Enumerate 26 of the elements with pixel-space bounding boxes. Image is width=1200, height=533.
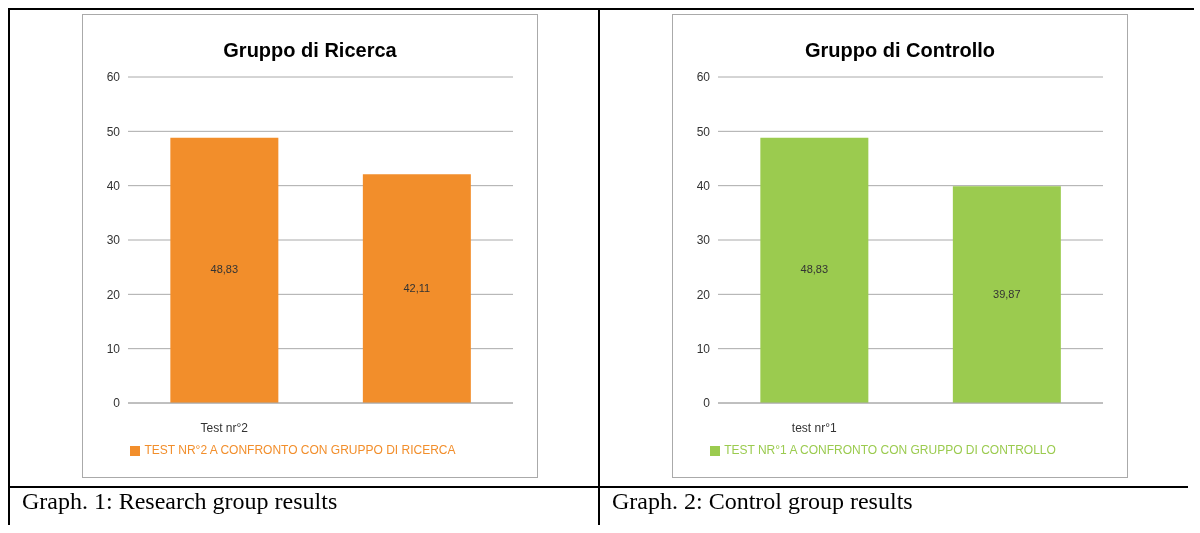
y-tick-label: 30 bbox=[696, 233, 711, 248]
x-tick-label: test nr°1 bbox=[791, 420, 837, 435]
text: 42,11 bbox=[403, 281, 431, 294]
y-tick-label: 10 bbox=[696, 341, 711, 356]
y-tick-label: 60 bbox=[106, 70, 121, 85]
y-tick-label: 0 bbox=[113, 396, 121, 411]
y-tick-label: 20 bbox=[696, 287, 711, 302]
text: Graph. 1: Research group results bbox=[22, 488, 339, 515]
y-tick-label: 10 bbox=[106, 341, 121, 356]
legend-label: TEST NR°2 A CONFRONTO CON GRUPPO DI RICERCA bbox=[144, 443, 456, 457]
y-tick-label: 20 bbox=[106, 287, 121, 302]
y-tick-label: 50 bbox=[696, 124, 711, 139]
chart-title: Gruppo di Controllo bbox=[804, 39, 996, 62]
text: Graph. 2: Control group results bbox=[612, 488, 914, 515]
chart-title: Gruppo di Ricerca bbox=[222, 39, 398, 62]
legend-label: TEST NR°1 A CONFRONTO CON GRUPPO DI CONTROLLO bbox=[724, 443, 1056, 457]
y-tick-label: 0 bbox=[703, 396, 711, 411]
y-tick-label: 40 bbox=[106, 178, 121, 193]
y-tick-label: 60 bbox=[696, 70, 711, 85]
text: 48,83 bbox=[210, 263, 239, 276]
y-tick-label: 30 bbox=[106, 233, 121, 248]
text: 39,87 bbox=[993, 287, 1021, 300]
y-tick-label: 40 bbox=[696, 178, 711, 193]
text: 48,83 bbox=[800, 263, 829, 276]
x-tick-label: Test nr°2 bbox=[200, 420, 249, 435]
y-tick-label: 50 bbox=[106, 124, 121, 139]
